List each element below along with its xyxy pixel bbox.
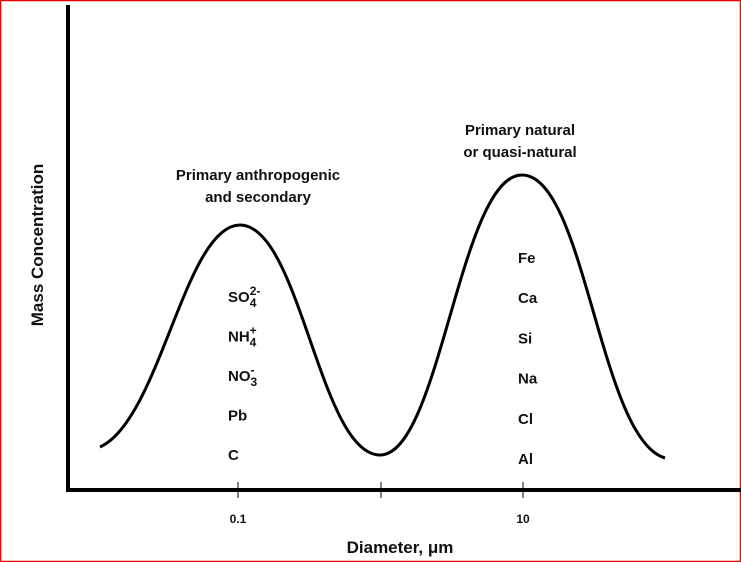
species-charge: - xyxy=(251,363,255,377)
species-base: Si xyxy=(518,330,532,347)
species-base: Fe xyxy=(518,250,536,267)
species-label: Na xyxy=(518,371,538,388)
peak-label: or quasi-natural xyxy=(463,144,576,161)
species-charge: + xyxy=(250,324,257,338)
species-base: NO xyxy=(228,368,251,385)
species-base: NH xyxy=(228,329,250,346)
species-base: SO xyxy=(228,289,250,306)
species-base: Na xyxy=(518,371,538,388)
x-tick-label: 10 xyxy=(516,512,530,526)
species-label: SO2-4 xyxy=(228,284,260,310)
species-label: Si xyxy=(518,330,532,347)
species-base: Pb xyxy=(228,408,247,425)
distribution-curve xyxy=(99,173,666,460)
x-axis-label: Diameter, μm xyxy=(347,538,454,557)
species-label: Fe xyxy=(518,250,536,267)
species-base: Al xyxy=(518,451,533,468)
species-label: Ca xyxy=(518,290,538,307)
species-label: Pb xyxy=(228,408,247,425)
species-label: Al xyxy=(518,451,533,468)
species-subscript: 4 xyxy=(250,336,257,350)
species-subscript: 3 xyxy=(251,375,258,389)
species-label: Cl xyxy=(518,411,533,428)
peak-label: and secondary xyxy=(205,189,312,206)
species-subscript: 4 xyxy=(250,296,257,310)
species-label: NO-3 xyxy=(228,363,258,389)
species-label: C xyxy=(228,447,239,464)
peak-label: Primary natural xyxy=(465,122,575,139)
y-axis-label: Mass Concentration xyxy=(28,164,47,326)
peak-label: Primary anthropogenic xyxy=(176,167,340,184)
species-label: NH+ 4 xyxy=(228,324,257,350)
species-base: Cl xyxy=(518,411,533,428)
species-base: C xyxy=(228,447,239,464)
species-charge: 2- xyxy=(250,284,261,298)
species-base: Ca xyxy=(518,290,538,307)
x-tick-label: 0.1 xyxy=(230,512,247,526)
